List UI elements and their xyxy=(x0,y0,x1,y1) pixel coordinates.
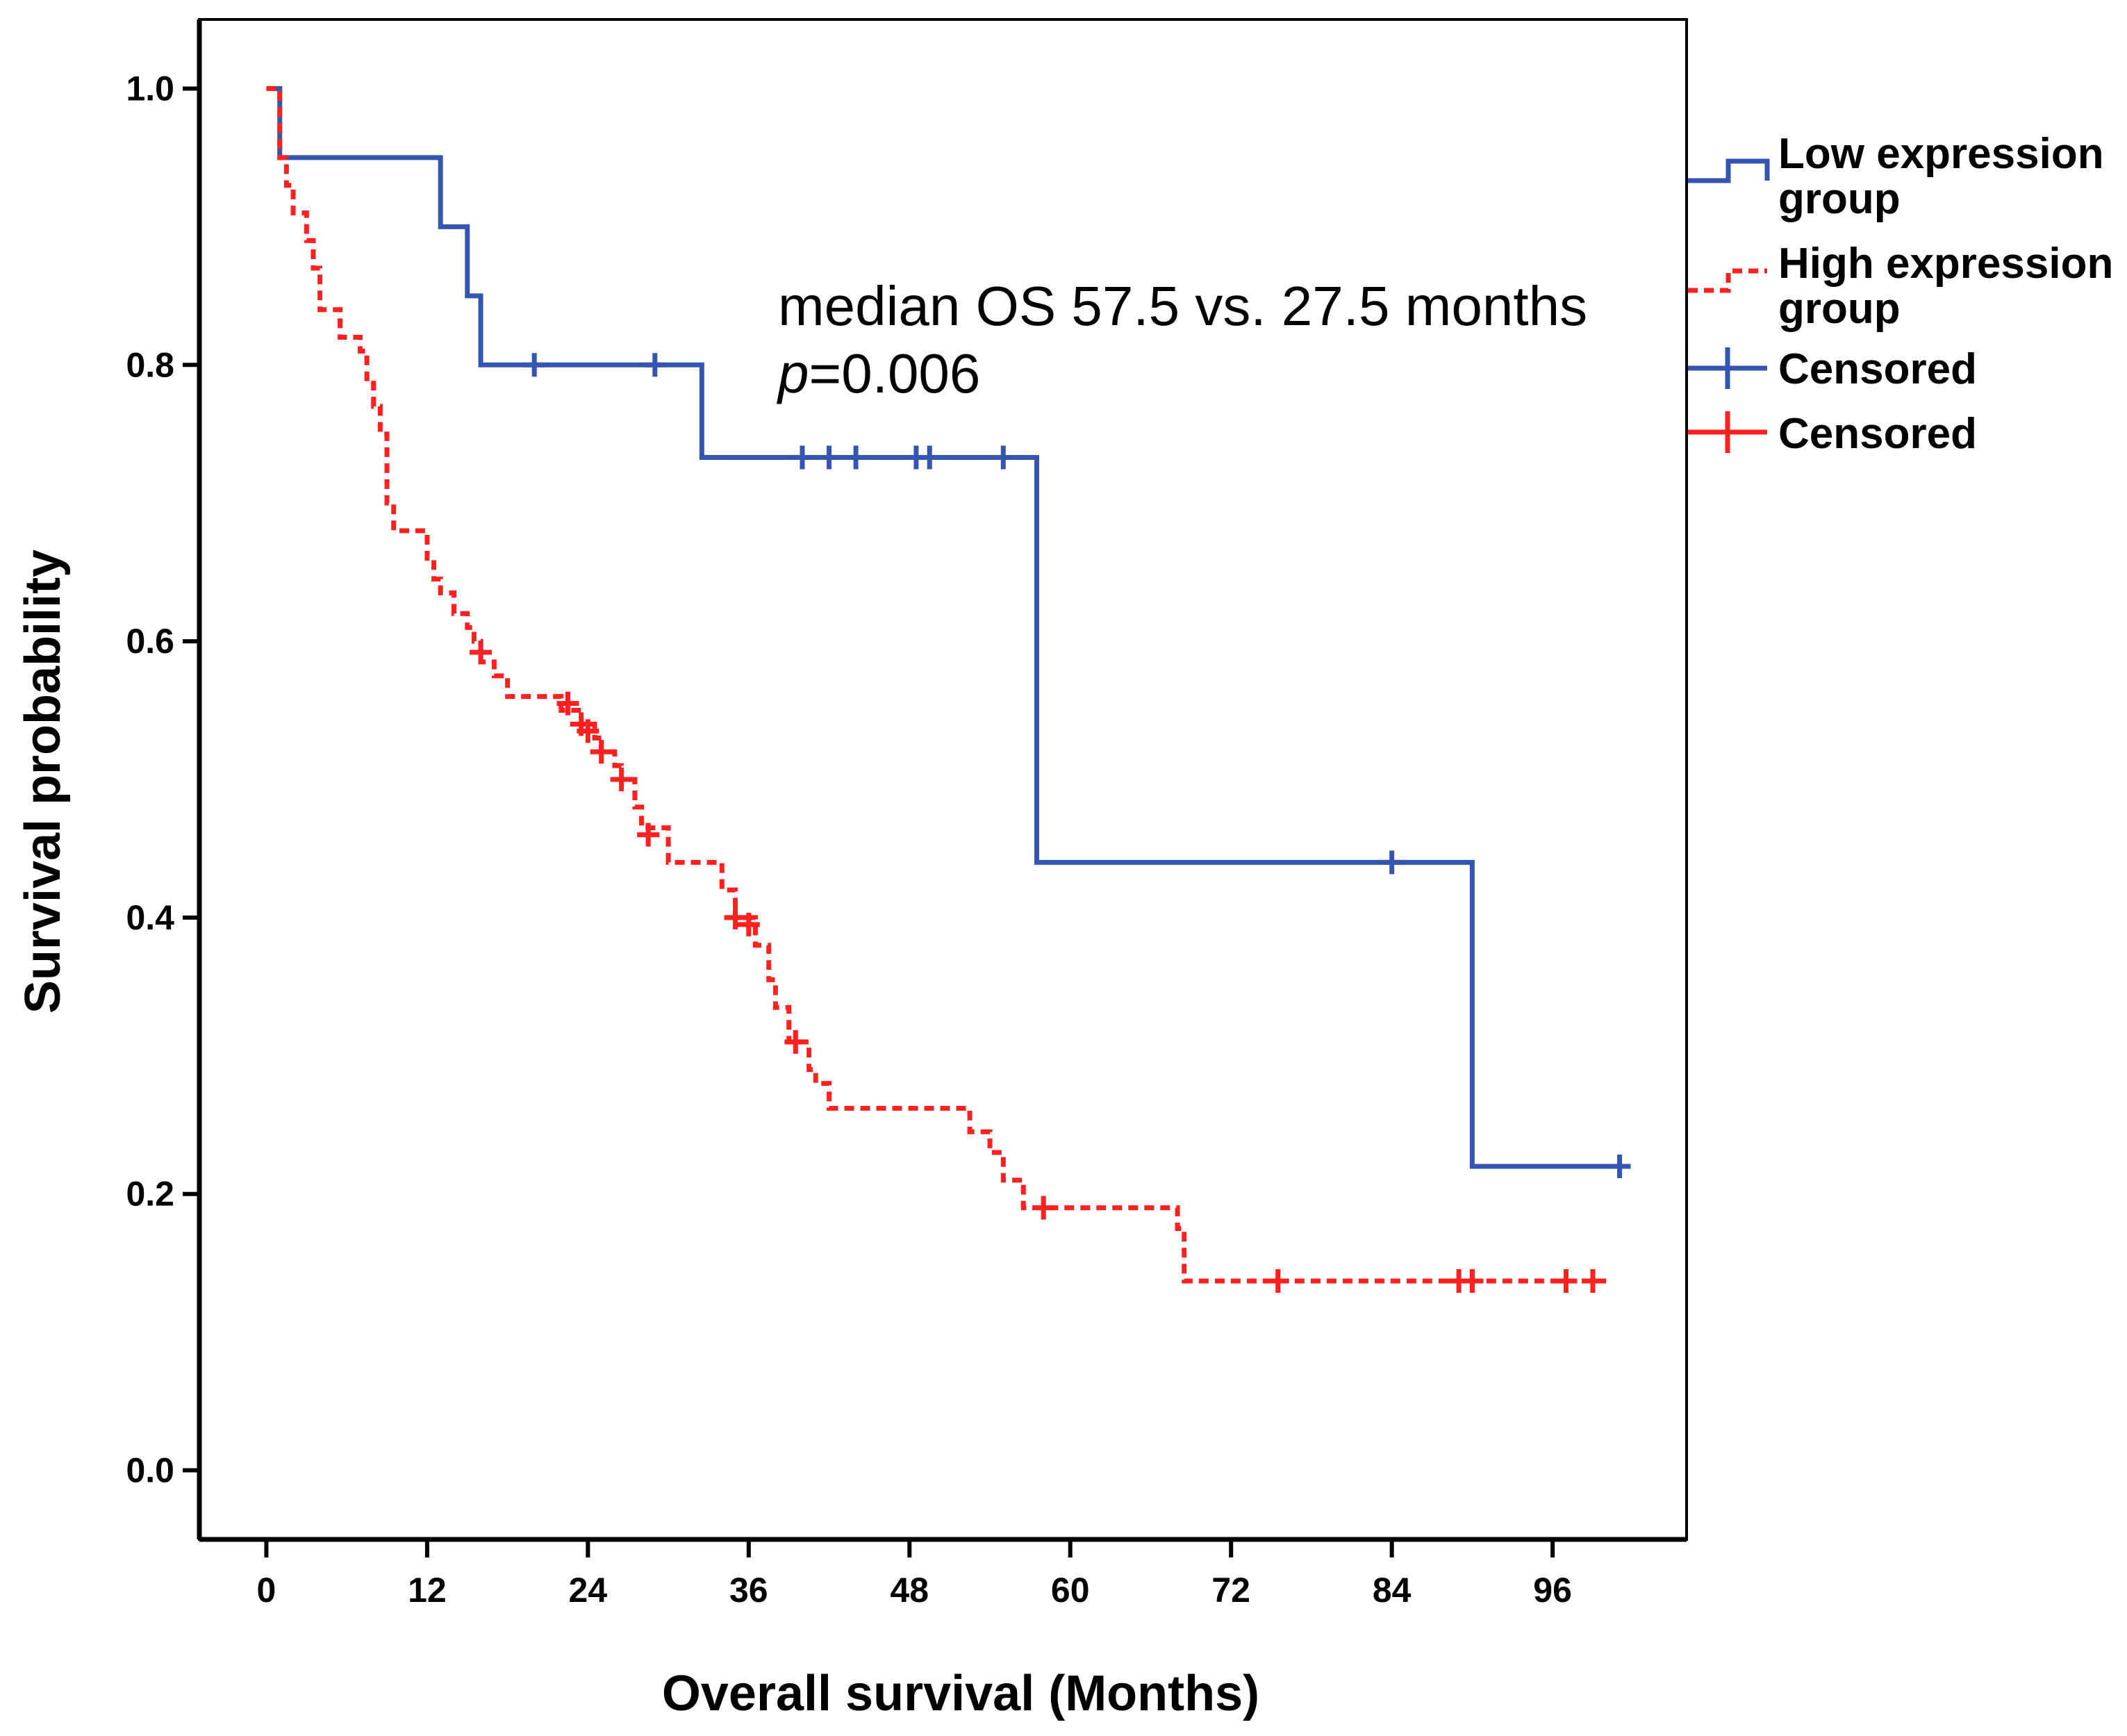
y-axis: 0.0 0.2 0.4 0.6 0.8 1.0 xyxy=(126,69,199,1490)
x-tick-label: 48 xyxy=(890,1571,929,1610)
censor-mark-high xyxy=(637,822,660,847)
x-axis-title: Overall survival (Months) xyxy=(662,1666,1259,1721)
legend-censored-high: Censored xyxy=(1778,410,1977,458)
p-value: =0.006 xyxy=(809,342,981,404)
x-tick-label: 96 xyxy=(1533,1571,1572,1610)
y-axis-title: Survival probability xyxy=(15,549,71,1014)
x-tick-label: 36 xyxy=(729,1571,768,1610)
plot-frame xyxy=(198,18,1688,1541)
legend-high-line2: group xyxy=(1778,285,1901,333)
series-layer xyxy=(266,85,1620,1284)
censor-mark-low xyxy=(918,445,941,470)
censor-mark-high xyxy=(1555,1269,1578,1293)
legend-low-line2: group xyxy=(1778,175,1901,223)
censor-mark-high xyxy=(577,719,599,743)
y-tick-label: 1.0 xyxy=(126,69,174,108)
annotation-median-os: median OS 57.5 vs. 27.5 months xyxy=(778,275,1587,337)
censor-mark-low xyxy=(845,445,868,470)
censor-mark-high xyxy=(610,768,633,791)
x-axis: 0 12 24 36 48 60 72 84 96 xyxy=(257,1539,1572,1610)
annotation-p-value: p=0.006 xyxy=(777,342,980,404)
p-symbol: p xyxy=(777,342,809,404)
x-tick-label: 60 xyxy=(1051,1571,1090,1610)
series-line-high xyxy=(266,85,1607,1284)
series-line-low xyxy=(266,85,1620,1169)
censor-mark-high xyxy=(1581,1269,1604,1293)
censor-mark-high xyxy=(590,740,613,764)
x-tick-label: 84 xyxy=(1373,1571,1412,1610)
y-tick-label: 0.8 xyxy=(126,345,174,384)
censor-mark-high xyxy=(556,691,579,716)
legend-swatch-low xyxy=(1688,158,1770,183)
censor-mark-high xyxy=(724,905,747,929)
x-tick-label: 24 xyxy=(569,1571,608,1610)
y-tick-label: 0.6 xyxy=(126,622,174,661)
censor-mark-high xyxy=(784,1030,807,1054)
censor-mark-low xyxy=(643,353,666,377)
x-tick-label: 0 xyxy=(257,1571,276,1610)
legend-swatch-high xyxy=(1688,268,1767,293)
censor-mark-high xyxy=(1461,1269,1484,1293)
censor-mark-high xyxy=(1266,1269,1289,1293)
censor-mark-low xyxy=(1608,1154,1631,1178)
censor-mark-low xyxy=(1380,850,1403,875)
legend-low-line1: Low expression xyxy=(1778,130,2104,178)
legend-high-line1: High expression xyxy=(1778,240,2113,288)
legend-censored-low: Censored xyxy=(1778,345,1977,393)
censor-mark-high xyxy=(470,640,493,665)
censor-mark-low xyxy=(523,353,546,377)
y-tick-label: 0.2 xyxy=(126,1175,174,1214)
censor-layer xyxy=(470,353,1631,1293)
x-tick-label: 72 xyxy=(1211,1571,1250,1610)
censor-mark-low xyxy=(992,445,1015,470)
y-tick-label: 0.4 xyxy=(126,898,174,937)
censor-mark-low xyxy=(818,445,841,470)
censor-mark-low xyxy=(791,445,813,470)
y-tick-label: 0.0 xyxy=(126,1451,174,1490)
legend: Low expression group High expression gro… xyxy=(1688,130,2113,458)
x-tick-label: 12 xyxy=(408,1571,447,1610)
censor-mark-high xyxy=(1032,1196,1055,1220)
censor-mark-high xyxy=(737,912,760,936)
